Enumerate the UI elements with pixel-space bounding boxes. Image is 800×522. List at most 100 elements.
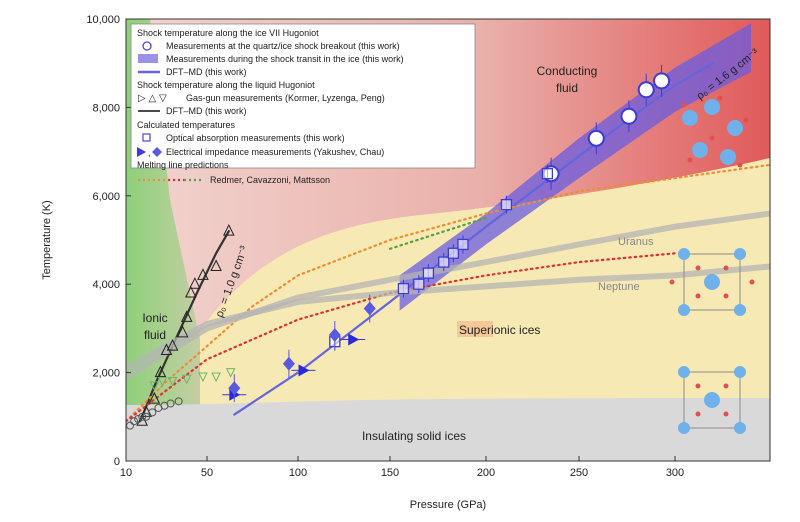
fluid-proton <box>709 135 715 141</box>
legend-item-2: Measurements during the shock transit in… <box>166 54 404 64</box>
data-point-s4-4 <box>160 343 173 355</box>
superionic-proton <box>669 279 675 285</box>
data-point-s3-0 <box>228 381 241 396</box>
x-tick-label: 100 <box>289 467 307 479</box>
superionic-proton <box>695 265 701 271</box>
solid-atom <box>678 366 690 378</box>
insulating-region <box>126 398 770 461</box>
fluid-proton <box>737 162 743 168</box>
superionic-atom <box>678 304 690 316</box>
series-line-6 <box>126 263 770 372</box>
data-point-s5-8 <box>166 399 175 408</box>
y-tick-label: 4,000 <box>92 279 120 291</box>
solid-proton <box>723 411 729 417</box>
superionic-highlight <box>457 321 493 337</box>
solid-atom <box>734 366 746 378</box>
legend-marker-square <box>142 133 151 142</box>
data-point-s4-2 <box>148 392 161 404</box>
data-point-s4-9 <box>189 277 201 289</box>
legend-item-3: DFT–MD (this work) <box>166 67 247 77</box>
legend-marker-diamond <box>152 147 162 157</box>
data-point-s4-6 <box>176 325 189 338</box>
solid-proton <box>695 411 701 417</box>
data-point-s0-4 <box>653 72 671 90</box>
data-point-s0-2 <box>620 107 638 125</box>
superionic-cell <box>683 253 741 311</box>
axes: 10 50 100 150 200 250 300 0 2,000 4,000 6,000 8,000… <box>86 14 684 479</box>
y-tick-label: 2,000 <box>92 368 120 380</box>
data-point-s3-1 <box>282 356 295 371</box>
data-point-s6-6 <box>225 368 236 378</box>
data-point-s1-4 <box>438 256 450 268</box>
legend-box <box>130 23 476 169</box>
data-point-s1-1 <box>397 282 410 295</box>
solid-atom <box>704 392 720 408</box>
legend-heading-2: Shock temperature along the liquid Hugon… <box>137 80 315 90</box>
legend-item-4: Gas-gun measurements (Kormer, Lyzenga, P… <box>186 93 385 103</box>
superionic-proton <box>749 279 755 285</box>
y-tick-label: 8,000 <box>92 102 120 114</box>
annotation-conducting: Conducting <box>537 64 598 78</box>
fluid-structure-icon <box>681 95 749 168</box>
plot-area <box>126 23 770 430</box>
plot-frame <box>125 18 771 462</box>
fluid-proton <box>717 95 723 101</box>
y-tick-label: 10,000 <box>86 14 120 26</box>
data-point-s4-8 <box>184 285 197 298</box>
data-point-s1-3 <box>422 267 435 279</box>
annotation-ionic: Ionic <box>142 311 167 325</box>
annotation-neptune: Neptune <box>598 281 640 293</box>
legend-marker-band <box>138 54 158 63</box>
solid-atom <box>734 422 746 434</box>
data-point-s2-2 <box>348 333 360 346</box>
x-tick-label: 300 <box>666 467 684 479</box>
legend-marker-triangles: ▷ △ ▽ <box>138 93 167 104</box>
legend-heading-1: Shock temperature along the ice VII Hugo… <box>137 28 319 38</box>
solid-cell <box>683 371 741 429</box>
series-line-0 <box>233 62 715 416</box>
data-point-s1-8 <box>541 168 554 180</box>
x-tick-label: 150 <box>381 467 399 479</box>
legend-marker-circle <box>142 41 152 51</box>
superionic-atom <box>704 274 720 290</box>
fluid-molecule <box>704 99 720 115</box>
data-point-s4-11 <box>210 259 222 272</box>
solid-structure-icon <box>678 366 746 434</box>
fluid-molecule <box>727 120 743 136</box>
annotation-superionic: Superionic ices <box>459 323 540 337</box>
data-point-s4-3 <box>154 365 167 378</box>
legend-separator: , <box>148 148 151 158</box>
series-line-2 <box>126 163 770 423</box>
data-point-s1-7 <box>500 198 513 211</box>
data-point-s4-10 <box>197 268 209 280</box>
data-point-s3-2 <box>328 328 341 343</box>
superionic-proton <box>723 265 729 271</box>
data-point-s4-5 <box>166 338 179 351</box>
data-point-s4-7 <box>180 310 193 322</box>
legend-melting-row: Redmer, Cavazzoni, Mattsson <box>138 175 330 185</box>
legend-heading-4: Melting line predictions <box>137 160 229 170</box>
data-point-s5-4 <box>142 412 151 421</box>
solid-atom <box>678 422 690 434</box>
legend-item-6: Optical absorption measurements (this wo… <box>166 133 345 143</box>
annotation-ionic-2: fluid <box>144 328 166 342</box>
annotation-conducting-2: fluid <box>556 81 578 95</box>
x-tick-label: 10 <box>120 467 132 479</box>
legend-item-5: DFT–MD (this work) <box>166 106 247 116</box>
data-point-s5-1 <box>130 417 139 426</box>
legend: Shock temperature along the ice VII Hugo… <box>130 23 476 170</box>
x-tick-label: 200 <box>477 467 495 479</box>
superionic-atom <box>734 304 746 316</box>
y-axis-label: Temperature (K) <box>41 200 53 279</box>
data-point-s6-1 <box>157 376 168 387</box>
data-point-s6-2 <box>167 376 178 387</box>
series-line-4 <box>388 216 488 250</box>
superionic-proton <box>723 293 729 299</box>
y-tick-label: 0 <box>114 456 120 468</box>
fluid-molecule <box>682 110 698 126</box>
data-point-s6-0 <box>149 381 160 391</box>
data-point-s1-2 <box>413 278 425 290</box>
data-point-s5-2 <box>134 415 143 424</box>
data-point-s5-9 <box>174 397 183 406</box>
